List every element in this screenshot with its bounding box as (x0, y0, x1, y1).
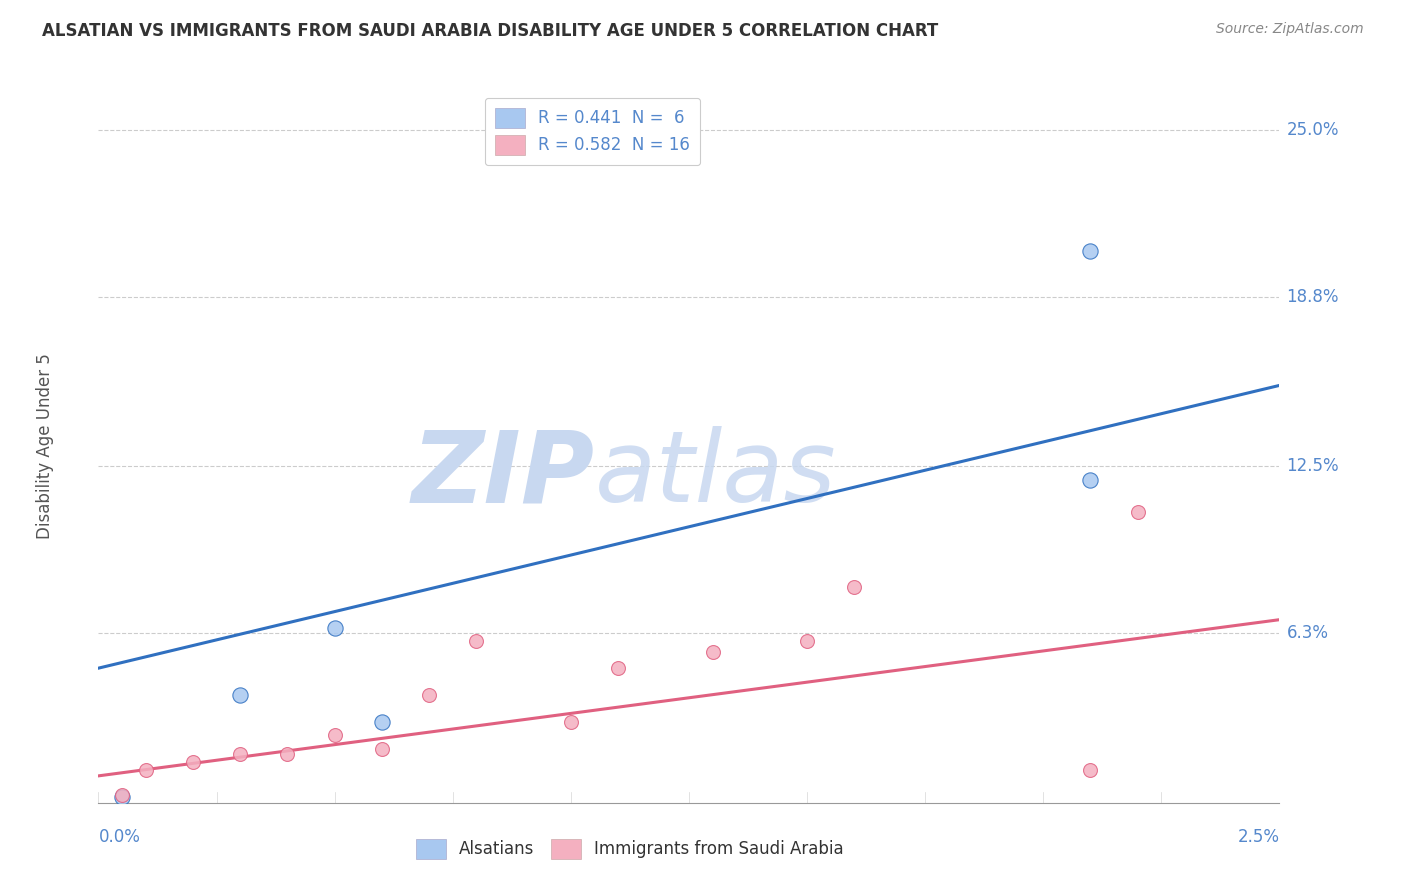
Text: ALSATIAN VS IMMIGRANTS FROM SAUDI ARABIA DISABILITY AGE UNDER 5 CORRELATION CHAR: ALSATIAN VS IMMIGRANTS FROM SAUDI ARABIA… (42, 22, 938, 40)
Text: 18.8%: 18.8% (1286, 287, 1339, 306)
Text: 12.5%: 12.5% (1286, 458, 1339, 475)
Legend: Alsatians, Immigrants from Saudi Arabia: Alsatians, Immigrants from Saudi Arabia (409, 832, 851, 866)
Text: 0.0%: 0.0% (98, 828, 141, 846)
Text: ZIP: ZIP (412, 426, 595, 523)
Text: 6.3%: 6.3% (1286, 624, 1329, 642)
Text: atlas: atlas (595, 426, 837, 523)
Text: Disability Age Under 5: Disability Age Under 5 (37, 353, 55, 539)
Text: 2.5%: 2.5% (1237, 828, 1279, 846)
Text: Source: ZipAtlas.com: Source: ZipAtlas.com (1216, 22, 1364, 37)
Text: 25.0%: 25.0% (1286, 120, 1339, 138)
